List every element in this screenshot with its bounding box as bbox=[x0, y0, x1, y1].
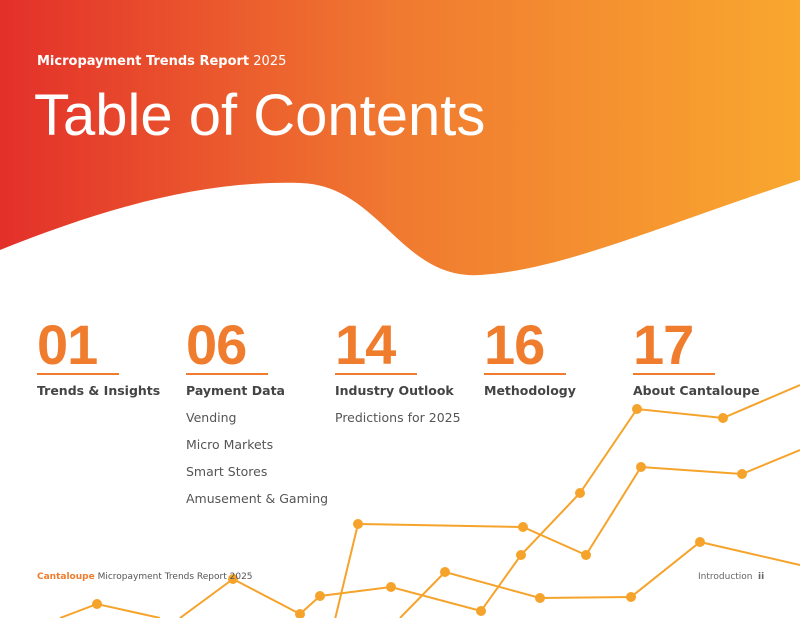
footer-text: Micropayment Trends Report 2025 bbox=[97, 572, 253, 582]
subsection: Vending bbox=[186, 410, 237, 425]
underline bbox=[335, 373, 417, 375]
underline bbox=[633, 373, 715, 375]
section-title: Payment Data bbox=[186, 383, 285, 398]
subsection: Micro Markets bbox=[186, 437, 274, 452]
section-title: Industry Outlook bbox=[335, 383, 454, 398]
subsection: Smart Stores bbox=[186, 464, 268, 479]
section-title: Trends & Insights bbox=[37, 383, 161, 398]
title: Table of Contents bbox=[34, 83, 486, 148]
page-number: 16 bbox=[484, 313, 545, 376]
kicker-bold: Micropayment Trends Report bbox=[37, 54, 250, 69]
footer-section: Introduction bbox=[698, 572, 753, 582]
page-number: 14 bbox=[335, 313, 396, 376]
underline bbox=[186, 373, 268, 375]
page-number: 17 bbox=[633, 313, 694, 376]
toc-entry: 01 Trends & Insights bbox=[37, 315, 182, 398]
footer-brand: Cantaloupe bbox=[37, 572, 95, 582]
page-number: 01 bbox=[37, 313, 98, 376]
underline bbox=[484, 373, 566, 375]
subsection: Amusement & Gaming bbox=[186, 491, 329, 506]
footer-left: Cantaloupe Micropayment Trends Report 20… bbox=[37, 572, 253, 582]
toc-entry: 16 Methodology bbox=[484, 315, 629, 398]
section-title: About Cantaloupe bbox=[633, 383, 760, 398]
section-title: Methodology bbox=[484, 383, 576, 398]
toc-entry: 06 Payment Data Vending Micro Markets Smart … bbox=[186, 315, 331, 506]
kicker-year: 2025 bbox=[253, 54, 287, 69]
page-number: 06 bbox=[186, 313, 247, 376]
footer-page: ii bbox=[758, 572, 765, 582]
underline bbox=[37, 373, 119, 375]
subsection: Predictions for 2025 bbox=[335, 410, 461, 425]
toc-entry: 17 About Cantaloupe bbox=[633, 315, 778, 398]
toc-entry: 14 Industry Outlook Predictions for 2025 bbox=[335, 315, 480, 425]
kicker: Micropayment Trends Report 2025 bbox=[37, 54, 286, 69]
